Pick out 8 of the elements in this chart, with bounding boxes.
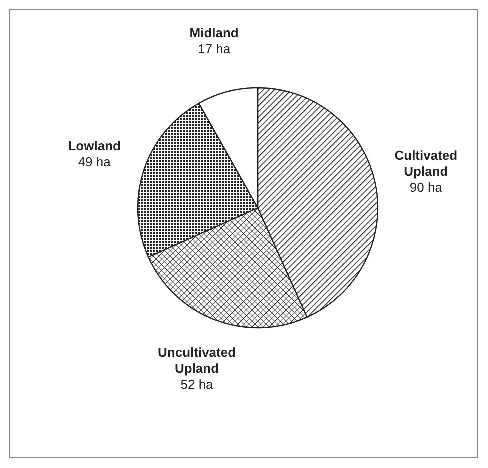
data-label: 90 ha (410, 180, 444, 195)
slice-label: Lowland (68, 138, 121, 154)
data-label: 17 ha (198, 42, 232, 57)
slice-label: Cultivated Upland (394, 148, 458, 179)
data-label: 49 ha (78, 154, 112, 170)
slice-label: Midland (190, 26, 239, 41)
slice-label: Uncultivated Upland (158, 344, 236, 376)
data-label: 52 ha (180, 376, 214, 392)
